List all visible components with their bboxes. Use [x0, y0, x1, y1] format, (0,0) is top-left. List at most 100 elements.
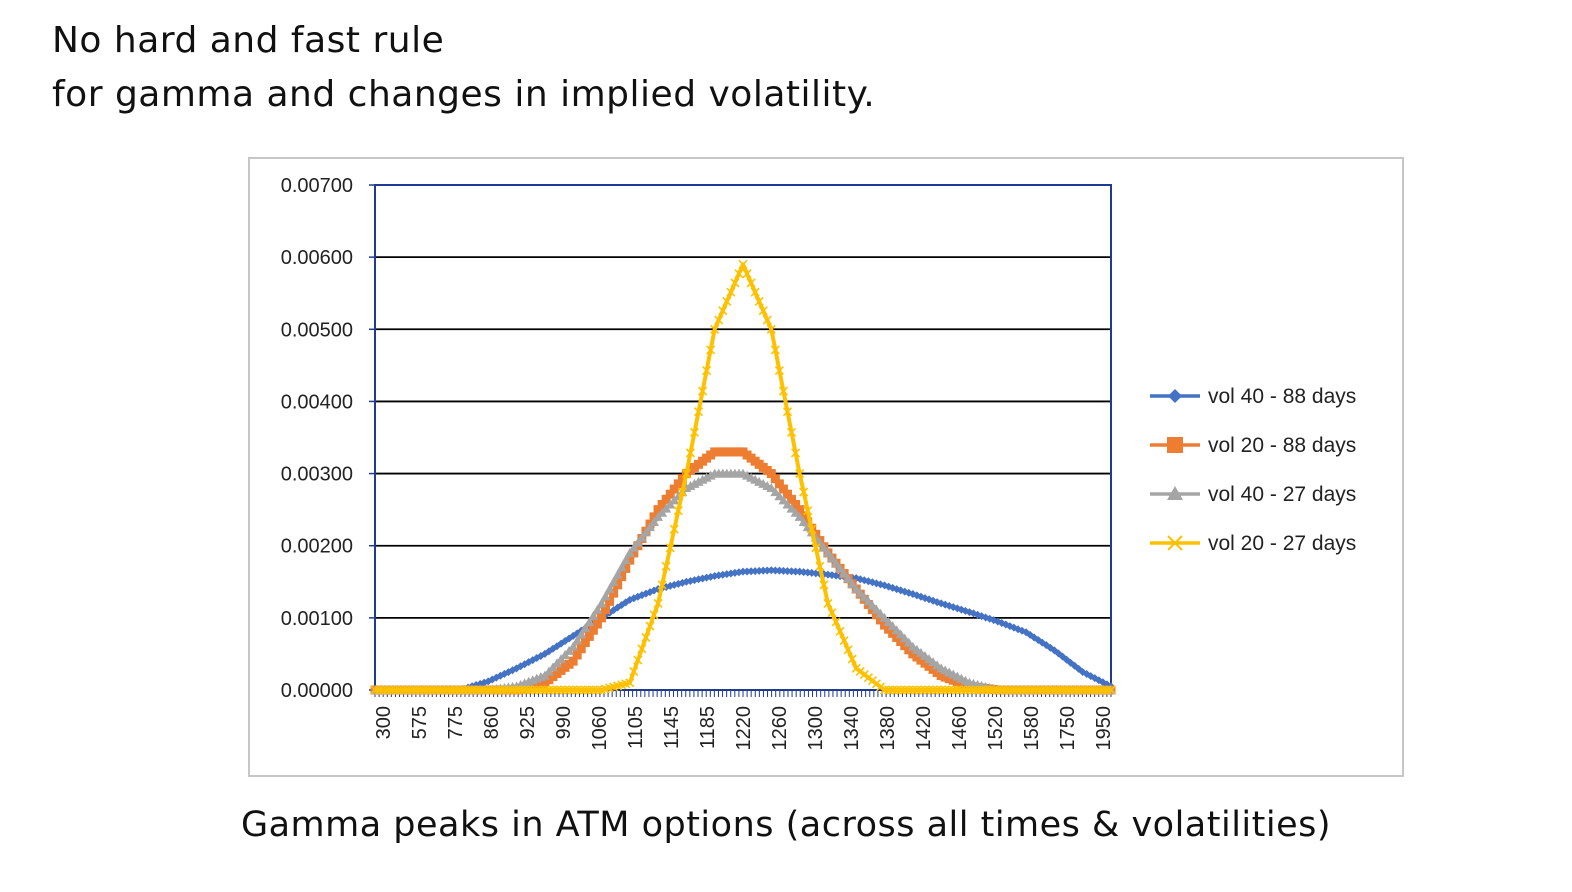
slide-caption: Gamma peaks in ATM options (across all t… [240, 805, 1332, 845]
data-point [1017, 685, 1027, 695]
data-point [803, 506, 813, 516]
data-point [774, 479, 784, 489]
data-point [681, 469, 691, 479]
data-point [879, 685, 890, 695]
data-point [480, 678, 489, 687]
data-point [766, 483, 777, 492]
data-point [1090, 685, 1100, 695]
data-point [787, 494, 797, 504]
data-point [690, 576, 699, 585]
data-point [1058, 652, 1067, 661]
data-point [560, 685, 570, 695]
data-point [883, 616, 894, 626]
legend-label: vol 20 - 88 days [1208, 434, 1356, 457]
legend-entry: vol 20 - 27 days [1150, 532, 1356, 555]
data-point [714, 571, 723, 580]
data-point [544, 685, 554, 695]
data-point [1090, 674, 1099, 683]
data-point [758, 306, 768, 316]
data-point [592, 604, 603, 614]
data-point [552, 685, 562, 695]
data-point [406, 685, 416, 695]
data-point [718, 306, 728, 316]
data-point [815, 561, 825, 571]
data-point [903, 637, 914, 647]
data-point [1033, 685, 1043, 695]
data-point [528, 685, 538, 695]
data-point [961, 606, 970, 615]
data-point [617, 572, 627, 582]
data-point [722, 570, 731, 579]
chart-frame [248, 157, 1404, 777]
data-point [1074, 664, 1083, 673]
data-point [390, 685, 400, 695]
data-point [1025, 685, 1035, 695]
data-point [629, 666, 639, 677]
data-point [1074, 685, 1084, 695]
data-point [924, 685, 934, 695]
data-point [608, 576, 619, 586]
data-point [969, 609, 978, 618]
x-tick-label: 1145 [661, 706, 683, 749]
data-point [604, 584, 615, 593]
y-tick-label: 0.00200 [281, 536, 353, 558]
data-point [818, 542, 829, 552]
data-point [835, 563, 846, 573]
data-point [863, 596, 874, 606]
data-point [1061, 685, 1072, 695]
data-point [835, 626, 845, 636]
data-point [884, 685, 894, 695]
data-point [625, 595, 634, 604]
data-point [867, 605, 877, 615]
data-point [1065, 685, 1076, 695]
data-point [766, 469, 776, 479]
x-tick-label: 575 [409, 706, 431, 739]
data-point [1041, 685, 1051, 695]
data-point [900, 685, 910, 695]
x-tick-label: 1105 [625, 706, 647, 749]
data-point [827, 608, 837, 618]
data-point [852, 574, 861, 583]
data-point [896, 685, 906, 695]
data-point [467, 685, 477, 695]
data-point [908, 685, 918, 695]
data-point [584, 616, 595, 626]
data-point [960, 685, 970, 695]
data-point [584, 631, 594, 641]
data-point [895, 629, 906, 639]
data-point [770, 487, 781, 497]
data-point [916, 592, 925, 601]
x-tick-label: 1520 [985, 706, 1007, 751]
data-point [949, 603, 958, 612]
data-point [730, 278, 740, 288]
data-point [641, 632, 651, 643]
series-line [375, 471, 1111, 692]
data-point [479, 685, 489, 695]
legend-entry: vol 40 - 88 days [1150, 385, 1356, 408]
data-point [1013, 685, 1023, 695]
data-point [916, 685, 926, 695]
data-point [637, 644, 647, 654]
x-tick-label: 1750 [1057, 706, 1079, 751]
data-point [1078, 667, 1087, 676]
data-point [556, 685, 566, 695]
data-point [588, 625, 598, 635]
data-point [455, 685, 465, 695]
data-point [891, 625, 902, 635]
data-point [580, 685, 590, 695]
data-point [564, 685, 574, 695]
data-point [576, 685, 586, 695]
data-point [912, 685, 922, 695]
data-point [856, 575, 865, 584]
data-point [584, 685, 594, 695]
series-line [375, 568, 1112, 692]
data-point [677, 474, 687, 484]
data-point [782, 407, 793, 417]
legend-marker [1167, 486, 1183, 500]
data-point [831, 617, 841, 627]
data-point [726, 287, 736, 297]
data-point [612, 569, 623, 579]
data-point [997, 685, 1007, 695]
data-point [770, 345, 780, 355]
data-point [431, 685, 441, 695]
